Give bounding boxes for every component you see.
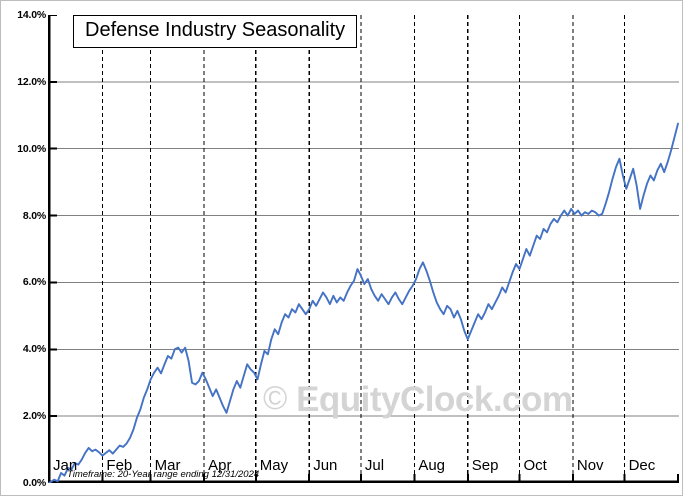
x-axis-month-label: Apr (208, 457, 232, 474)
x-axis-month-label: Feb (106, 457, 133, 474)
x-axis-month-label: Sep (471, 457, 499, 474)
x-axis-month-label: Jul (364, 457, 385, 474)
x-axis-month-label: Oct (523, 457, 547, 474)
x-axis-month-label: Jan (53, 457, 78, 474)
plot-svg (48, 15, 679, 483)
vertical-gridlines (101, 15, 626, 483)
y-axis-tick-label: 12.0% (17, 75, 46, 88)
axis-tick-marks (48, 15, 626, 483)
y-axis: 14.0% 12.0% 10.0% 8.0% 6.0% 4.0% 2.0% 0.0% (1, 1, 46, 497)
horizontal-gridlines (48, 81, 679, 417)
x-axis-month-label: Jun (313, 457, 338, 474)
x-axis-month-label: May (259, 457, 289, 474)
y-axis-tick-label: 4.0% (22, 343, 46, 356)
x-axis-month-label: Nov (576, 457, 604, 474)
y-axis-tick-label: 2.0% (22, 410, 46, 423)
y-axis-tick-label: 10.0% (17, 142, 46, 155)
y-axis-tick-label: 6.0% (22, 276, 46, 289)
chart-title: Defense Industry Seasonality (73, 15, 358, 48)
y-axis-tick-label: 0.0% (22, 477, 46, 489)
x-axis-month-label: Dec (628, 457, 656, 474)
y-axis-tick-label: 8.0% (22, 209, 46, 222)
axis-lines (48, 15, 679, 483)
x-axis-month-label: Mar (154, 457, 181, 474)
chart-title-text: Defense Industry Seasonality (85, 19, 346, 41)
y-axis-tick-label: 14.0% (17, 9, 46, 21)
x-axis: Jan Feb Mar Apr May Jun Jul Aug Sep Oct Nov Dec (48, 457, 679, 497)
plot-area (48, 15, 679, 483)
seasonality-line-series (48, 122, 679, 483)
x-axis-month-label: Aug (418, 457, 446, 474)
timeframe-note: Timeframe: 20-Year range ending 12/31/20… (67, 469, 260, 480)
